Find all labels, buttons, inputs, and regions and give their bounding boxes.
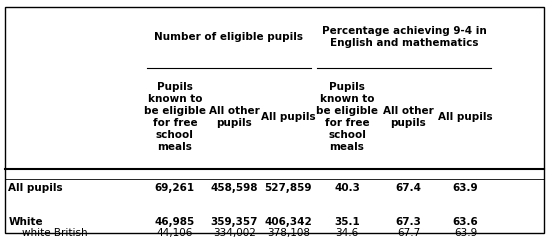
Text: 40.3: 40.3 (334, 183, 360, 193)
Text: 44,106: 44,106 (156, 228, 193, 237)
Text: 458,598: 458,598 (210, 183, 258, 193)
Text: 35.1: 35.1 (334, 217, 360, 227)
Text: All other
pupils: All other pupils (383, 106, 434, 128)
Text: All pupils: All pupils (8, 183, 63, 193)
Text: 67.3: 67.3 (395, 217, 422, 227)
Text: Percentage achieving 9-4 in
English and mathematics: Percentage achieving 9-4 in English and … (322, 26, 486, 48)
Text: 34.6: 34.6 (335, 228, 358, 237)
Text: 378,108: 378,108 (267, 228, 310, 237)
Text: 63.9: 63.9 (453, 183, 478, 193)
Text: Number of eligible pupils: Number of eligible pupils (154, 32, 304, 42)
Text: white British: white British (22, 228, 88, 237)
Text: 63.9: 63.9 (454, 228, 477, 237)
Text: Pupils
known to
be eligible
for free
school
meals: Pupils known to be eligible for free sch… (144, 82, 206, 152)
Text: 46,985: 46,985 (155, 217, 195, 227)
Text: 63.6: 63.6 (453, 217, 478, 227)
Text: 406,342: 406,342 (265, 217, 312, 227)
Text: 527,859: 527,859 (265, 183, 312, 193)
Text: Pupils
known to
be eligible
for free
school
meals: Pupils known to be eligible for free sch… (316, 82, 378, 152)
Text: 359,357: 359,357 (210, 217, 258, 227)
Text: 334,002: 334,002 (212, 228, 256, 237)
Text: White: White (8, 217, 43, 227)
Text: All pupils: All pupils (261, 112, 316, 122)
Text: All pupils: All pupils (438, 112, 493, 122)
Text: All other
pupils: All other pupils (209, 106, 260, 128)
Text: 67.4: 67.4 (395, 183, 422, 193)
Text: 67.7: 67.7 (397, 228, 420, 237)
Text: 69,261: 69,261 (155, 183, 195, 193)
